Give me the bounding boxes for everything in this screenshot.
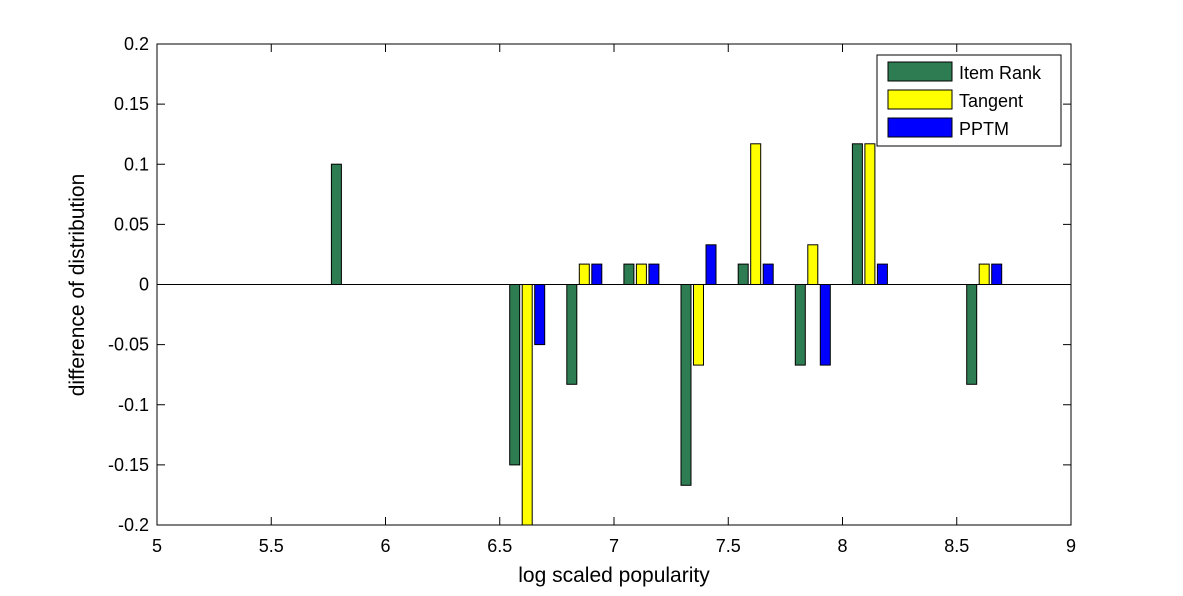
bar-item-rank-3 — [566, 284, 578, 385]
y-tick-label: 0.1 — [124, 154, 149, 174]
bar-item-rank-2 — [509, 284, 521, 466]
legend-label-pptm: PPTM — [959, 119, 1009, 139]
bar-pptm-8 — [876, 263, 888, 286]
bar-pptm-4 — [648, 263, 660, 286]
legend-label-item-rank: Item Rank — [959, 63, 1042, 83]
bar-tangent-8 — [864, 143, 876, 285]
legend: Item Rank Tangent PPTM — [876, 54, 1062, 147]
bar-tangent-4 — [635, 263, 647, 286]
bar-item-rank-8 — [851, 143, 863, 285]
bar-pptm-5 — [705, 244, 717, 286]
bar-item-rank-10 — [966, 284, 978, 385]
y-axis-title: difference of distribution — [66, 174, 89, 397]
bar-pptm-10 — [991, 263, 1003, 286]
x-tick-label: 7.5 — [716, 536, 741, 556]
bar-item-rank-6 — [737, 263, 749, 286]
x-axis-title: log scaled popularity — [518, 564, 710, 587]
y-tick-label: 0 — [139, 275, 149, 295]
x-tick-label: 6 — [380, 536, 390, 556]
x-tick-label: 7 — [609, 536, 619, 556]
legend-swatch-tangent — [887, 89, 953, 110]
bar-tangent-2 — [521, 284, 533, 526]
bar-tangent-10 — [978, 263, 990, 286]
x-tick-label: 5.5 — [259, 536, 284, 556]
y-tick-label: -0.1 — [118, 395, 149, 415]
y-tick-label: 0.2 — [124, 34, 149, 54]
bar-pptm-3 — [591, 263, 603, 286]
legend-label-tangent: Tangent — [959, 91, 1023, 111]
bar-tangent-3 — [578, 263, 590, 286]
bars-group — [330, 143, 1003, 526]
x-tick-label: 6.5 — [487, 536, 512, 556]
legend-swatch-item-rank — [887, 61, 953, 82]
y-tick-label: -0.2 — [118, 515, 149, 535]
bar-item-rank-7 — [794, 284, 806, 366]
bar-pptm-2 — [534, 284, 546, 346]
bar-pptm-7 — [819, 284, 831, 366]
x-tick-label: 8 — [837, 536, 847, 556]
y-tick-label: -0.15 — [108, 455, 149, 475]
y-tick-label: -0.05 — [108, 335, 149, 355]
ticks-group: 5 5.5 6 6.5 7 7.5 8 8.5 9 -0.2 -0.15 -0.1 -0.05 0 0.05… — [108, 34, 1076, 556]
bar-item-rank-4 — [623, 263, 635, 286]
x-tick-label: 8.5 — [944, 536, 969, 556]
legend-swatch-pptm — [887, 117, 953, 138]
bar-item-rank-5 — [680, 284, 692, 486]
y-tick-label: 0.05 — [114, 214, 149, 234]
bar-item-rank-0 — [330, 163, 342, 285]
y-tick-label: 0.15 — [114, 94, 149, 114]
bar-tangent-7 — [807, 244, 819, 286]
bar-pptm-6 — [762, 263, 774, 286]
x-tick-label: 5 — [152, 536, 162, 556]
bar-tangent-6 — [750, 143, 762, 285]
bar-tangent-5 — [693, 284, 704, 366]
x-tick-label: 9 — [1066, 536, 1076, 556]
